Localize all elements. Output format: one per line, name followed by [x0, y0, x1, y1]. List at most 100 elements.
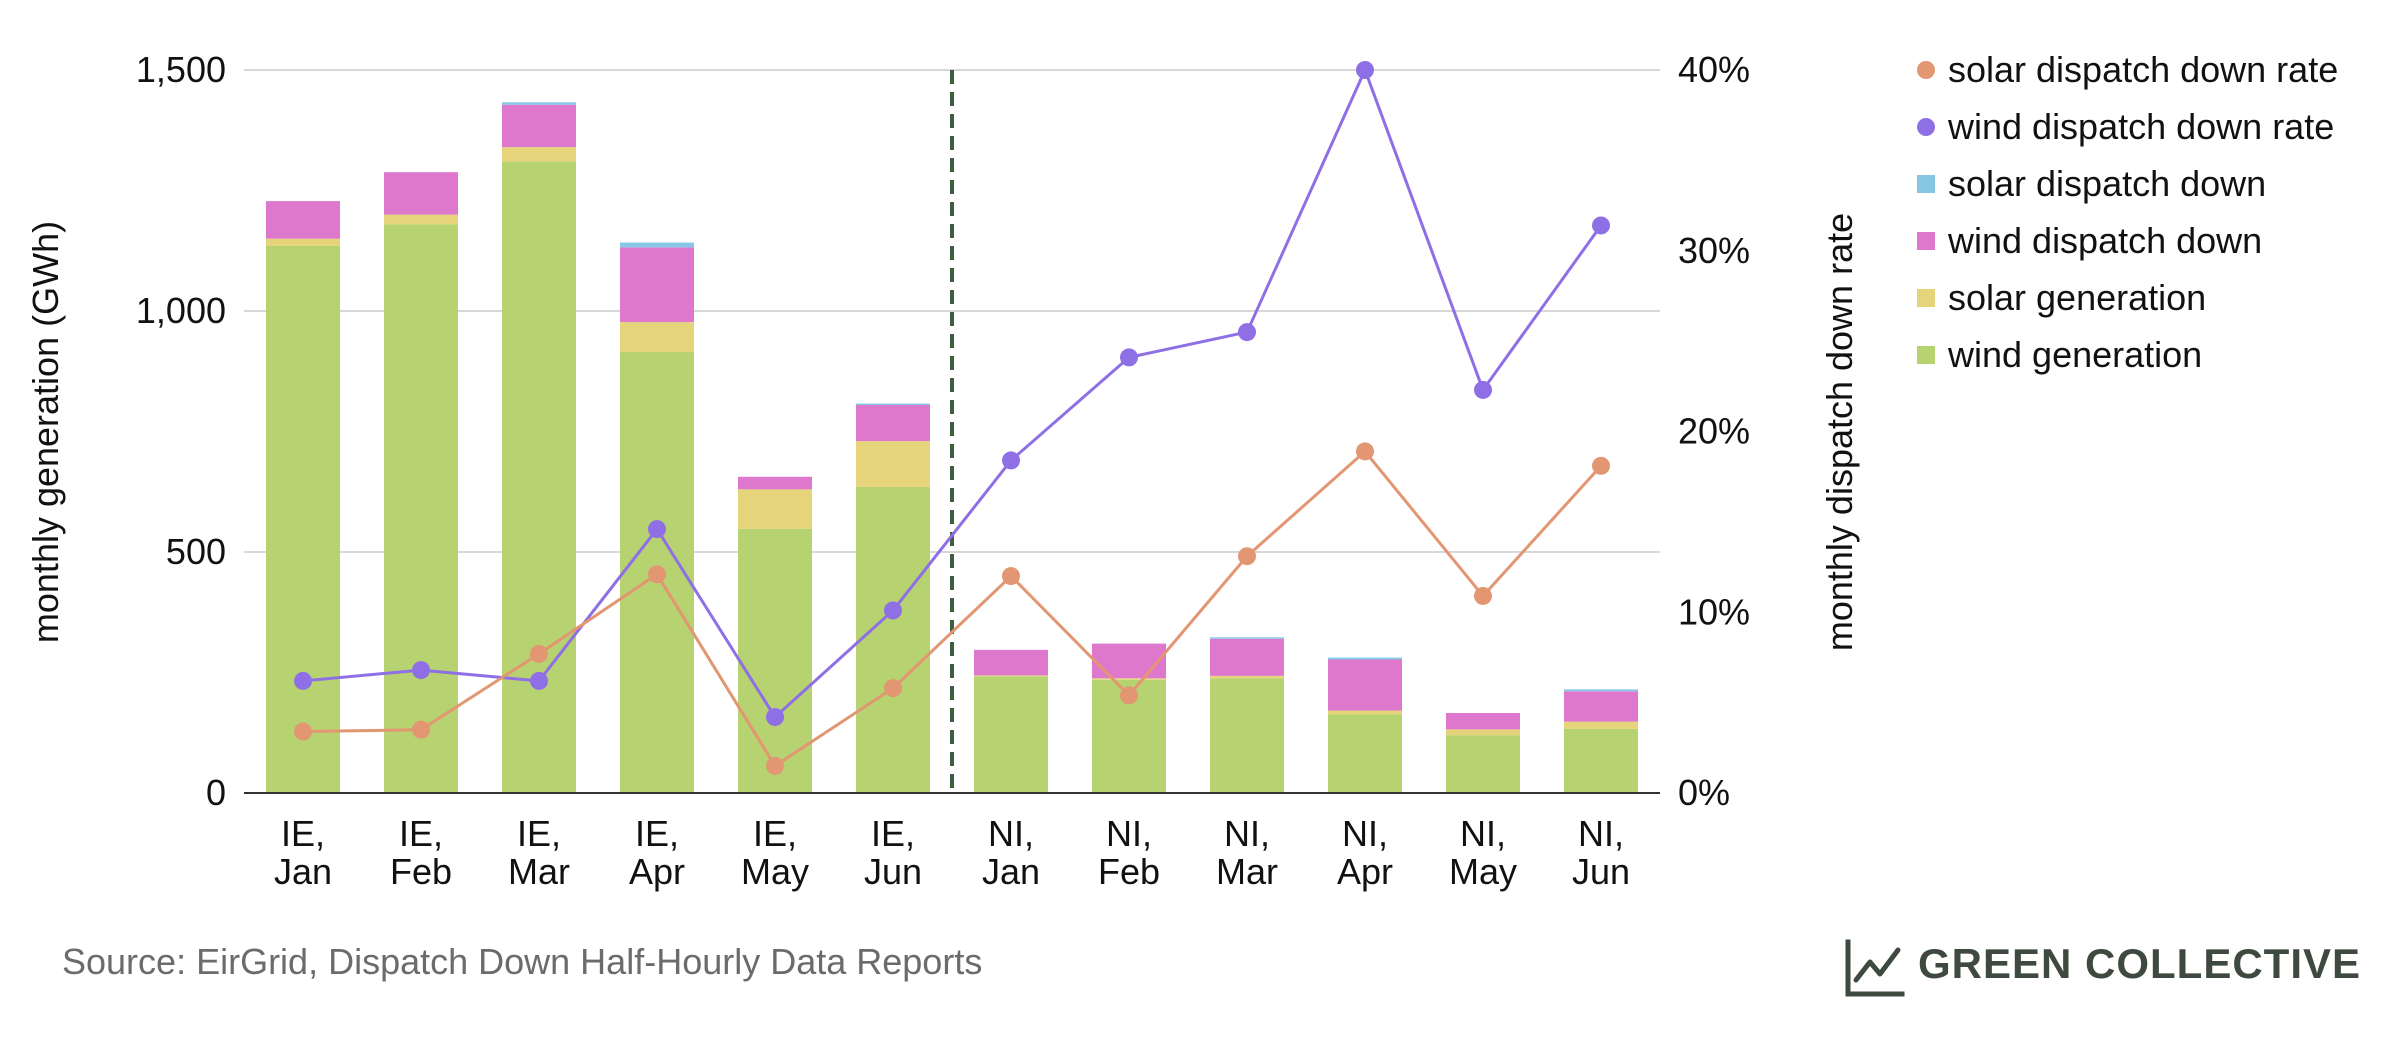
data-point	[1002, 451, 1020, 470]
brand-name: GREEN COLLECTIVE	[1918, 940, 2361, 987]
y2-tick-label: 30%	[1678, 230, 1750, 271]
x-tick-label: IE, Jun	[864, 813, 922, 892]
bar-segment	[1564, 721, 1638, 729]
bar-segment	[384, 214, 458, 225]
bar-segment	[856, 403, 930, 405]
bar-segment	[266, 238, 340, 246]
y-tick-label: 1,000	[136, 290, 226, 331]
legend-swatch	[1917, 232, 1935, 250]
legend-label: wind dispatch down	[1947, 220, 2262, 261]
data-point	[294, 671, 312, 690]
data-point	[648, 520, 666, 539]
bar-segment	[1210, 638, 1284, 676]
data-point	[1238, 547, 1256, 566]
bar-segment	[974, 675, 1048, 677]
x-tick-label: IE, May	[741, 813, 809, 892]
bar-segment	[1446, 729, 1520, 736]
bar-segment	[856, 486, 930, 793]
data-point	[1002, 567, 1020, 586]
data-point	[1592, 216, 1610, 235]
legend-label: solar dispatch down	[1948, 163, 2266, 204]
data-point	[1356, 61, 1374, 79]
bar-segment	[1328, 657, 1402, 660]
legend-label: wind dispatch down rate	[1947, 106, 2334, 147]
legend-label: solar generation	[1948, 277, 2206, 318]
rate-lines	[294, 61, 1610, 775]
legend-swatch	[1917, 175, 1935, 193]
bar-segment	[1328, 714, 1402, 793]
data-point	[530, 671, 548, 690]
x-tick-label: NI, Apr	[1337, 813, 1393, 892]
data-point	[648, 565, 666, 584]
x-tick-label: IE, Jan	[274, 813, 332, 892]
x-tick-label: NI, May	[1449, 813, 1517, 892]
data-point	[1356, 442, 1374, 461]
legend-swatch	[1917, 289, 1935, 307]
data-point	[294, 722, 312, 741]
bar-segment	[620, 247, 694, 323]
x-tick-label: NI, Mar	[1216, 813, 1278, 892]
axes: 0 500 1,000 1,500 0% 10% 20% 30% 40% IE, Jan IE, Feb…	[25, 49, 1860, 892]
x-tick-label: IE, Apr	[629, 813, 685, 892]
bar-segment	[502, 147, 576, 162]
data-point	[1474, 586, 1492, 605]
source-note: Source: EirGrid, Dispatch Down Half-Hour…	[62, 941, 982, 982]
data-point	[766, 756, 784, 775]
data-point	[1592, 456, 1610, 475]
brand-logo: GREEN COLLECTIVE	[1845, 939, 2361, 997]
bar-segment	[856, 441, 930, 487]
bar-segment	[738, 489, 812, 529]
legend-swatch	[1917, 346, 1935, 364]
bar-segment	[738, 528, 812, 793]
bar-segment	[502, 161, 576, 793]
bar-segment	[1210, 637, 1284, 639]
bar-segment	[620, 242, 694, 248]
data-point	[1474, 380, 1492, 399]
legend-swatch	[1917, 61, 1935, 79]
bar-segment	[856, 404, 930, 442]
data-point	[1120, 348, 1138, 367]
bar-segment	[1446, 712, 1520, 730]
bar-segment	[1092, 643, 1166, 679]
legend: solar dispatch down rate wind dispatch do…	[1917, 49, 2338, 375]
bar-segment	[384, 172, 458, 215]
x-tick-label: NI, Feb	[1098, 813, 1160, 892]
bar-segment	[1564, 691, 1638, 722]
bar-segment	[1564, 728, 1638, 793]
data-point	[412, 720, 430, 739]
bar-segment	[1210, 675, 1284, 679]
bar-segment	[974, 649, 1048, 676]
bar-segment	[502, 102, 576, 105]
y-tick-label: 500	[166, 531, 226, 572]
bar-segment	[974, 676, 1048, 793]
x-tick-label: NI, Jan	[982, 813, 1040, 892]
bar-segment	[1564, 689, 1638, 692]
bar-segment	[738, 476, 812, 490]
bar-segment	[266, 201, 340, 239]
y-axis-title: monthly generation (GWh)	[25, 221, 66, 643]
bar-segment	[620, 322, 694, 352]
bar-segment	[502, 104, 576, 148]
legend-label: wind generation	[1947, 334, 2202, 375]
bar-segment	[1446, 735, 1520, 793]
bar-segment	[1092, 678, 1166, 680]
series-line	[302, 449, 1603, 768]
data-point	[412, 661, 430, 680]
legend-swatch	[1917, 118, 1935, 136]
bar-segment	[266, 245, 340, 793]
data-point	[884, 679, 902, 698]
bar-segment	[1328, 659, 1402, 711]
y2-tick-label: 40%	[1678, 49, 1750, 90]
y2-tick-label: 0%	[1678, 772, 1730, 813]
y2-tick-label: 20%	[1678, 411, 1750, 452]
x-tick-label: NI, Jun	[1572, 813, 1630, 892]
data-point	[1120, 686, 1138, 705]
x-tick-label: IE, Feb	[390, 813, 452, 892]
x-tick-label: IE, Mar	[508, 813, 570, 892]
bar-segment	[384, 224, 458, 794]
bar-segment	[1328, 710, 1402, 715]
data-point	[530, 644, 548, 663]
series-line	[302, 66, 1603, 720]
data-point	[1238, 323, 1256, 342]
